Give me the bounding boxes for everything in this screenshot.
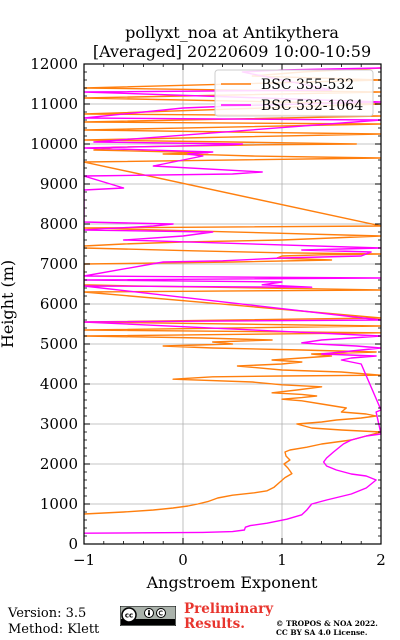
- series-line-2: [84, 67, 381, 534]
- legend-label: BSC 355-532: [261, 77, 354, 93]
- y-tick-label: 8000: [40, 215, 78, 233]
- y-tick-label: 6000: [40, 295, 78, 313]
- method-label: Method: Klett: [8, 622, 100, 637]
- y-axis-label: Height (m): [0, 260, 17, 348]
- y-tick-label: 11000: [30, 95, 78, 113]
- y-tick-label: 1000: [40, 495, 78, 513]
- legend-box: [214, 69, 374, 117]
- cc-by-sa-license-icon: cc: [120, 606, 176, 626]
- copyright-line2: CC BY SA 4.0 License.: [276, 628, 368, 637]
- copyright-line1: © TROPOS & NOA 2022.: [276, 619, 378, 628]
- legend-label: BSC 532-1064: [261, 98, 363, 114]
- y-tick-label: 0: [68, 535, 78, 553]
- y-tick-label: 7000: [40, 255, 78, 273]
- x-tick-label: 2: [376, 551, 386, 569]
- y-tick-label: 12000: [30, 55, 78, 73]
- x-tick-label: 1: [277, 551, 287, 569]
- copyright-note: © TROPOS & NOA 2022. CC BY SA 4.0 Licens…: [276, 619, 378, 637]
- svg-text:cc: cc: [125, 612, 133, 620]
- preliminary-line1: Preliminary: [184, 601, 274, 617]
- y-tick-label: 9000: [40, 175, 78, 193]
- series-layer: [84, 67, 381, 534]
- y-tick-label: 5000: [40, 335, 78, 353]
- x-axis-label: Angstroem Exponent: [146, 573, 318, 592]
- preliminary-line2: Results.: [184, 616, 245, 632]
- preliminary-results-note: Preliminary Results.: [184, 602, 273, 632]
- x-tick-label: −1: [73, 551, 95, 569]
- legend: BSC 355-532 BSC 532-1064: [214, 69, 374, 117]
- y-tick-label: 3000: [40, 415, 78, 433]
- y-tick-label: 4000: [40, 375, 78, 393]
- version-label: Version: 3.5: [8, 606, 87, 621]
- y-tick-label: 10000: [30, 135, 78, 153]
- chart-title-line2: [Averaged] 20220609 10:00-10:59: [93, 42, 371, 61]
- x-tick-label: 0: [178, 551, 188, 569]
- axis-ticks: −1 0 1 201000200030004000500060007000800090…: [30, 55, 385, 569]
- y-tick-label: 2000: [40, 455, 78, 473]
- chart-title-line1: pollyxt_noa at Antikythera: [125, 23, 339, 42]
